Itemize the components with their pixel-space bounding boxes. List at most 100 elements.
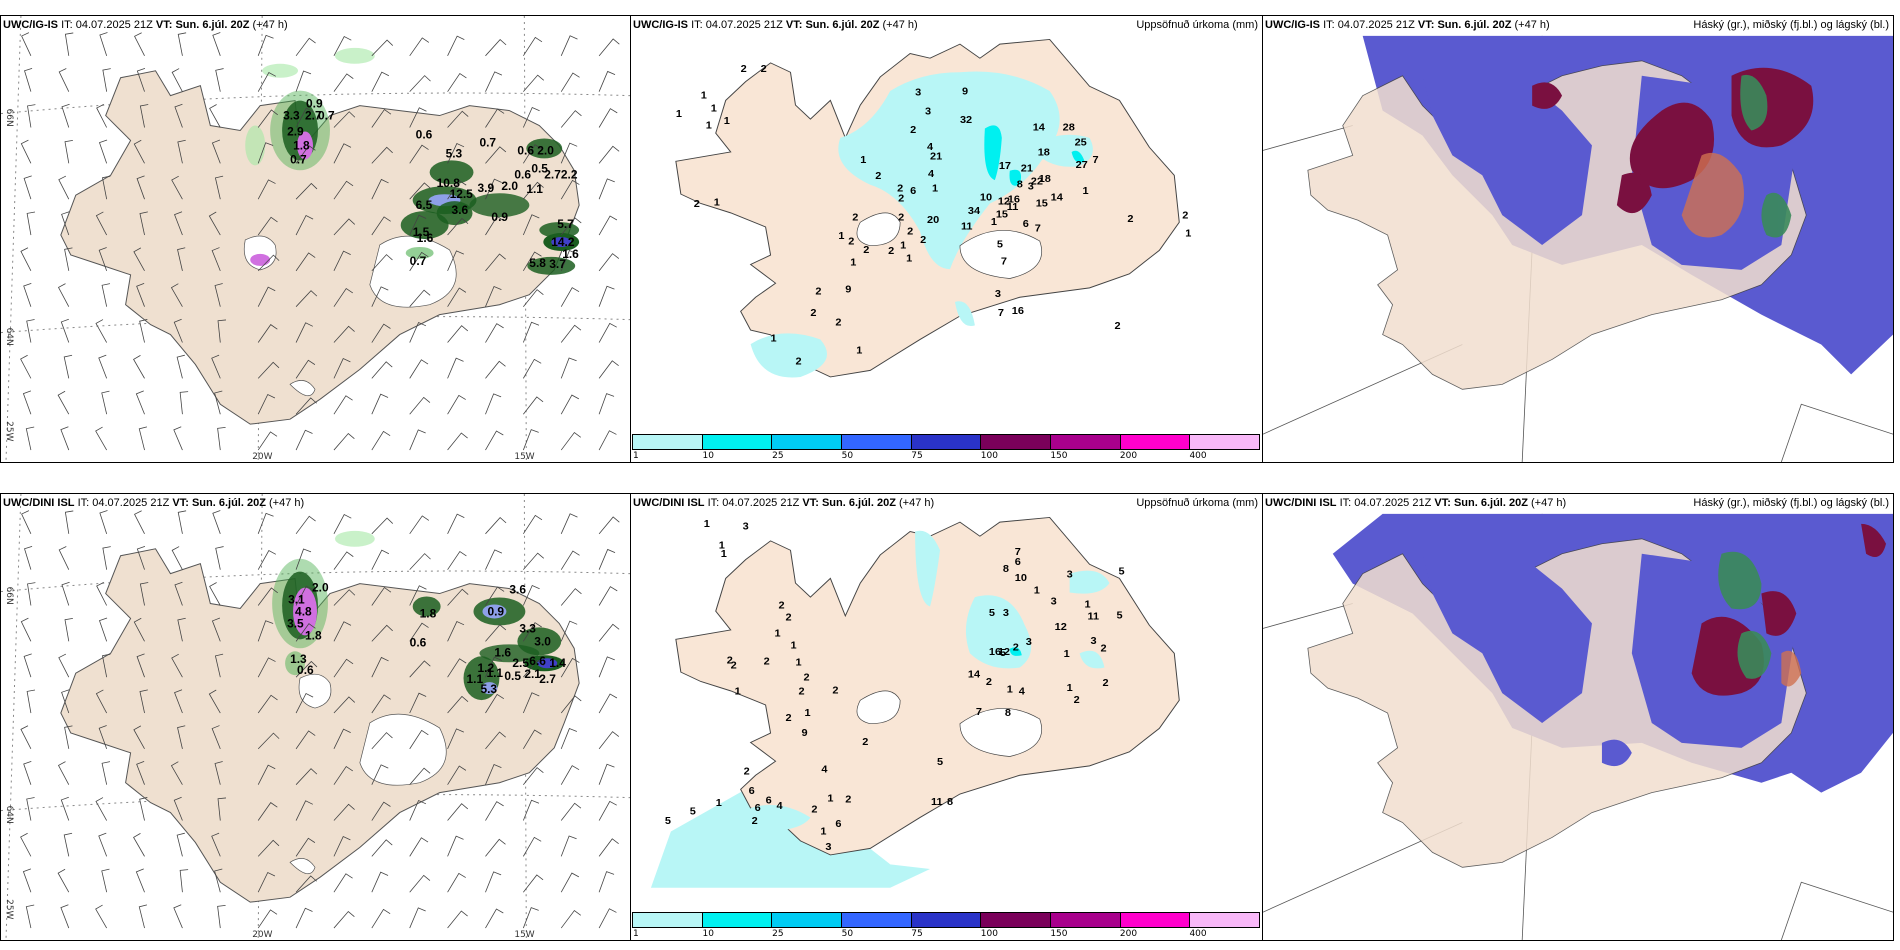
wind-barb (179, 869, 189, 893)
panel-field-title: Háský (gr.), miðský (fj.bl.) og lágský (… (1693, 497, 1889, 509)
precip-value: 6 (910, 185, 916, 197)
wind-barb (598, 800, 617, 821)
wind-barb (295, 907, 313, 929)
wind-barb (447, 513, 465, 534)
wind-barb (560, 728, 578, 750)
precip-value: 3.6 (509, 583, 526, 597)
panel-top-wind: UWC/IG-IS IT: 04.07.2025 21Z VT: Sun. 6.… (0, 15, 631, 463)
wind-barb (371, 764, 389, 785)
ice-caps (856, 212, 1042, 279)
precip-value: 1 (735, 686, 741, 698)
wind-barb (409, 622, 429, 642)
lat-label-64n: 64N (4, 328, 14, 346)
colorbar-swatch (981, 435, 1052, 449)
wind-barb (371, 694, 391, 714)
precip-value: 2 (1101, 643, 1107, 655)
wind-barb (64, 617, 73, 642)
precip-value: 2 (786, 712, 792, 724)
colorbar-tick-label: 1 (633, 451, 639, 461)
wind-barb (485, 586, 505, 606)
precip-value: 16 (989, 647, 1001, 659)
wind-barb (57, 868, 70, 893)
wind-barb (99, 510, 108, 534)
wind-barb (485, 908, 504, 929)
precip-value: 1.8 (420, 606, 437, 620)
wind-barb (174, 103, 183, 128)
wind-barb (23, 283, 32, 307)
precip-value: 2 (1114, 320, 1120, 332)
precip-value: 2.5 (512, 656, 529, 670)
wind-barb (598, 430, 617, 451)
wind-barb (95, 904, 108, 929)
wind-barb (560, 835, 577, 857)
wind-barb (333, 250, 351, 272)
precip-value: 17 (999, 160, 1011, 172)
wind-barb (101, 283, 111, 307)
wind-barb (214, 761, 223, 785)
precip-value: 3 (915, 87, 921, 99)
model-name: UWC/IG-IS (633, 19, 688, 31)
axis-labels: 66N 64N 25W 20W 15W (4, 587, 535, 940)
wind-barb (58, 68, 70, 92)
lat-label-66n: 66N (4, 109, 14, 127)
wind-barb (371, 801, 391, 821)
precip-value: 2 (862, 737, 868, 749)
wind-barb (560, 179, 580, 200)
wind-map: 2.0 3.1 4.8 3.5 1.8 1.3 0.6 1.8 0.6 3.6 … (1, 494, 630, 940)
wind-barb (598, 285, 615, 307)
wind-barb (25, 904, 35, 929)
panel-field-title: Uppsöfnuð úrkoma (mm) (1136, 19, 1258, 31)
wind-barb (257, 587, 278, 606)
precip-value: 0.7 (318, 109, 335, 123)
wind-barb (409, 289, 431, 307)
wind-barb (409, 429, 426, 451)
wind-barb (447, 835, 464, 857)
wind-barb (63, 832, 73, 857)
wind-barb (598, 215, 618, 236)
precip-value: 1.6 (494, 645, 511, 659)
wind-barb (98, 139, 108, 164)
wind-barb (102, 68, 111, 92)
colorbar-tick-label: 400 (1189, 929, 1207, 939)
precip-value: 5.7 (557, 217, 574, 231)
colorbar-tick-label: 100 (980, 451, 998, 461)
wind-barb (257, 802, 278, 821)
wind-barb (60, 426, 70, 451)
wind-barb (560, 909, 581, 929)
wind-barb (64, 32, 74, 56)
wind-barb (371, 216, 391, 236)
wind-barb (136, 761, 145, 785)
wind-barb (171, 175, 183, 200)
precip-value: 5 (690, 806, 696, 818)
wind-barb (176, 354, 185, 379)
vt-label: VT: (172, 497, 189, 509)
wind-barb (409, 837, 429, 857)
wind-barb (485, 693, 505, 714)
lat-label-66n: 66N (4, 587, 14, 605)
precip-value: 1.5 (413, 225, 430, 239)
it-value: 04.07.2025 21Z (705, 19, 783, 31)
precip-value: 2 (795, 356, 801, 368)
wind-barb (295, 515, 316, 535)
wind-barb (21, 510, 32, 534)
wind-barbs (20, 510, 620, 929)
precip-value: 0.6 (297, 663, 314, 677)
wind-barb (598, 871, 615, 893)
wind-barb (523, 36, 543, 57)
wind-barb (409, 692, 427, 714)
wind-barb (598, 693, 618, 714)
wind-barb (371, 286, 389, 307)
precip-values: 0.9 3.3 2.7 0.7 2.9 1.8 0.7 0.6 5.3 0.7 … (283, 97, 579, 271)
precip-value: 1 (820, 826, 826, 838)
precip-value: 4 (777, 800, 783, 812)
wind-barb (63, 354, 73, 379)
colorbar-swatches (632, 912, 1260, 928)
wind-barb (523, 622, 542, 642)
wind-barb (26, 319, 35, 343)
wind-barb (136, 283, 145, 307)
wind-barb (560, 765, 580, 785)
wind-barb (57, 390, 70, 415)
wind-barb (598, 38, 620, 57)
wind-barb (214, 868, 223, 893)
